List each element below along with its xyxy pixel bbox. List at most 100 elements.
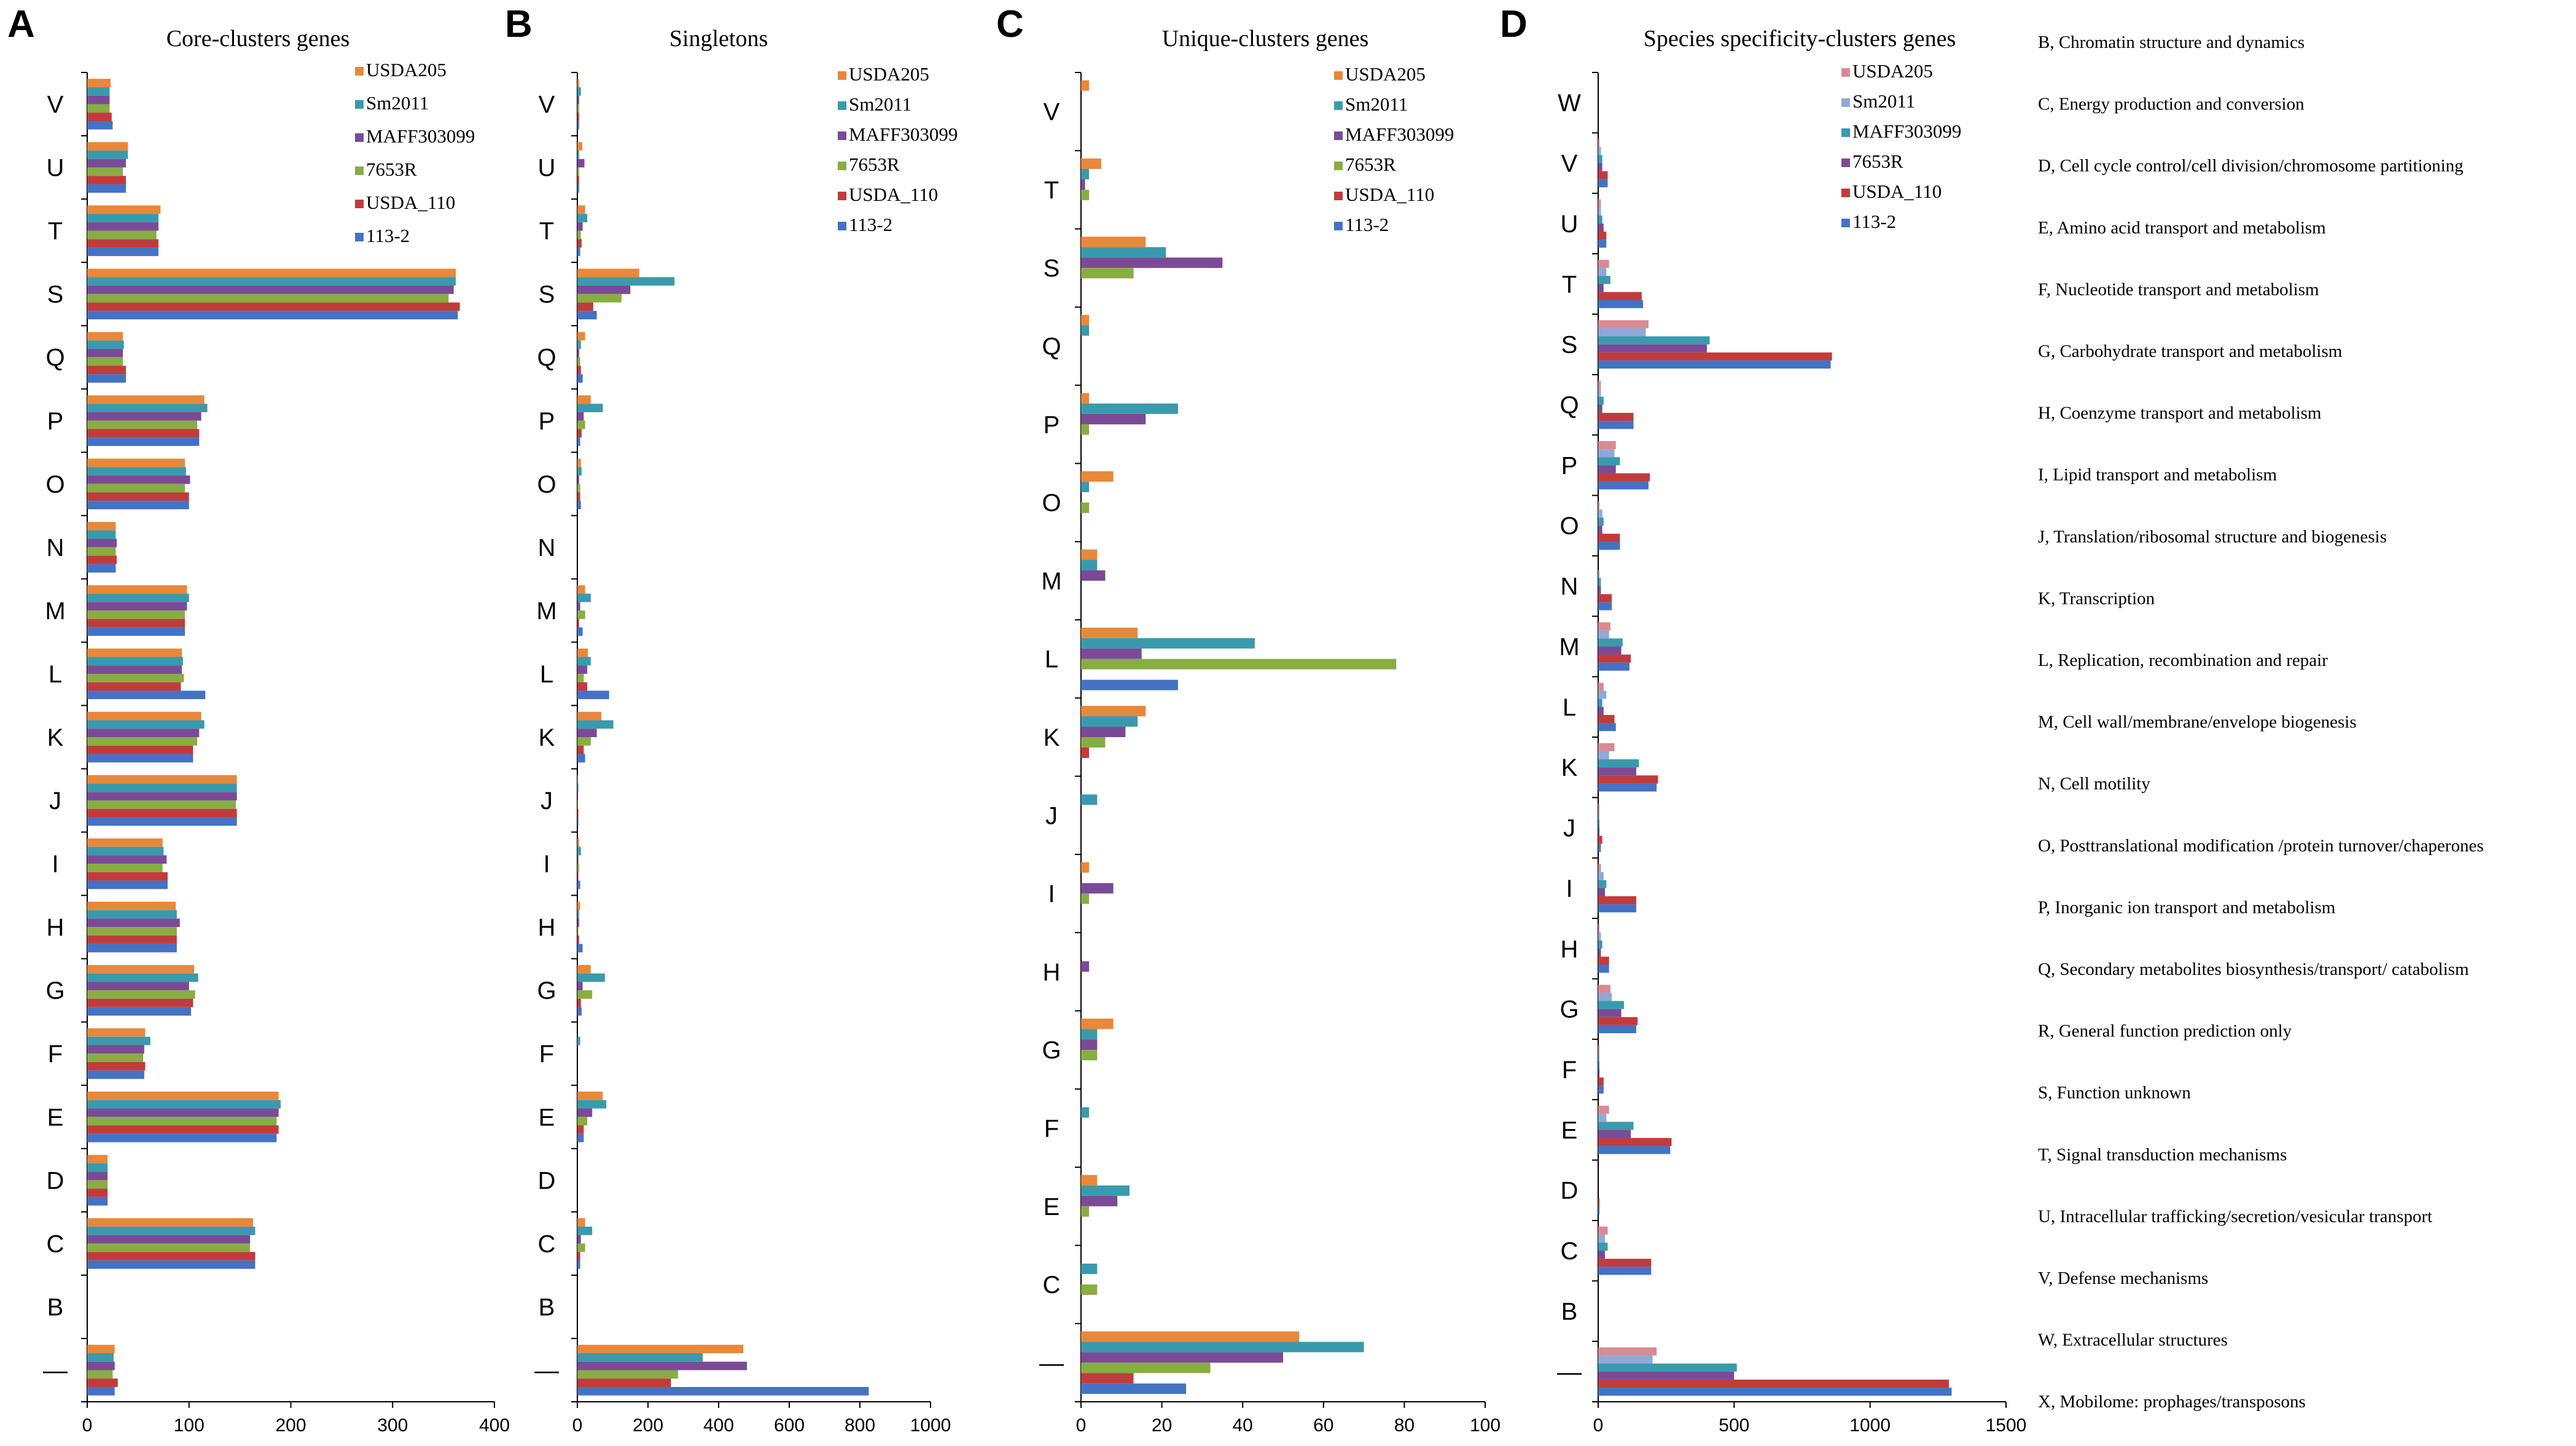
bar-usda-110-J xyxy=(87,808,237,818)
bar-sm2011-Q xyxy=(1081,325,1090,336)
bar-maff303099-K xyxy=(1598,759,1639,768)
bar-usda-110-— xyxy=(87,1378,118,1387)
category-label: K xyxy=(1044,724,1060,751)
bar-usda205-O xyxy=(87,458,185,467)
bar-7653r-V xyxy=(577,104,579,113)
bar-usda205-M xyxy=(1081,549,1098,560)
category-label: V xyxy=(539,92,555,119)
bar-usda205-S xyxy=(577,268,639,278)
category-label: G xyxy=(1042,1037,1061,1064)
bar-usda205-P xyxy=(1081,393,1090,404)
category-label: I xyxy=(52,851,58,878)
category-label: L xyxy=(49,661,62,688)
bar-113-2-H xyxy=(577,944,583,953)
bar-sm2011-G xyxy=(1598,993,1612,1001)
bar-113-2-N xyxy=(1598,602,1612,611)
bar-maff303099-G xyxy=(1598,1001,1625,1009)
x-tick-label: 600 xyxy=(774,1415,805,1436)
bar-usda205-F xyxy=(1598,1045,1600,1053)
legend-label: MAFF303099 xyxy=(1345,123,1454,145)
bar-usda-110-F xyxy=(87,1061,146,1071)
bar-113-2-P xyxy=(577,437,580,446)
category-label: V xyxy=(1044,99,1060,126)
bar-usda205-I xyxy=(1081,862,1090,873)
bar-usda205-T xyxy=(1081,158,1101,169)
bar-usda205-P xyxy=(1598,441,1616,450)
bar-113-2-I xyxy=(1598,904,1636,913)
bar-usda-110-P xyxy=(577,429,582,438)
bar-usda-110-— xyxy=(1081,1373,1134,1384)
bar-7653r-J xyxy=(577,800,579,809)
category-label: C xyxy=(47,1230,64,1257)
panel-letter-c: C xyxy=(996,3,1024,45)
category-label: Q xyxy=(537,345,556,372)
category-label: P xyxy=(539,408,555,435)
bar-113-2-P xyxy=(87,437,200,446)
bar-usda205-U xyxy=(87,142,128,151)
category-label: K xyxy=(1561,754,1578,781)
bar-maff303099-J xyxy=(577,792,579,801)
category-label: T xyxy=(539,218,554,245)
panel-title: Singletons xyxy=(669,26,768,52)
bar-usda-110-J xyxy=(1598,835,1602,844)
bar-maff303099-— xyxy=(1081,1352,1283,1363)
legend-swatch xyxy=(355,67,364,76)
bar-7653r-G xyxy=(1081,1050,1098,1061)
bar-maff303099-M xyxy=(87,602,187,611)
category-label: O xyxy=(537,471,556,498)
bar-sm2011-V xyxy=(1598,147,1601,155)
bar-usda-110-F xyxy=(1598,1077,1604,1086)
legend-swatch xyxy=(355,133,364,142)
category-label: D xyxy=(538,1167,556,1194)
bar-7653r-S xyxy=(577,294,622,303)
bar-usda205-L xyxy=(1598,682,1604,691)
legend-label: Sm2011 xyxy=(366,92,429,114)
x-tick-label: 200 xyxy=(275,1415,306,1436)
bar-usda205-I xyxy=(1598,864,1601,872)
bar-7653r-E xyxy=(577,1117,588,1126)
bar-7653r-O xyxy=(87,483,185,493)
category-label: J xyxy=(1045,802,1058,829)
x-tick-label: 800 xyxy=(845,1415,875,1436)
bar-maff303099-U xyxy=(577,158,585,168)
category-label: L xyxy=(540,661,553,688)
bar-113-2-M xyxy=(87,627,185,636)
bar-maff303099-O xyxy=(1598,517,1604,526)
cog-legend-item: B, Chromatin structure and dynamics xyxy=(2038,33,2305,52)
bar-usda205-M xyxy=(577,585,585,594)
bar-113-2-C xyxy=(87,1260,256,1269)
bar-usda205-E xyxy=(1598,1106,1609,1114)
cog-legend-item: V, Defense mechanisms xyxy=(2038,1268,2208,1288)
bar-usda-110-Q xyxy=(1598,413,1634,421)
bar-sm2011-J xyxy=(577,783,579,792)
bar-113-2-K xyxy=(87,754,193,763)
bar-maff303099-U xyxy=(1598,215,1602,224)
bar-7653r-N xyxy=(1598,586,1601,595)
bar-113-2-C xyxy=(577,1260,580,1269)
bar-7653r-O xyxy=(577,483,580,493)
bar-usda205-P xyxy=(87,395,205,404)
panel-title: Unique-clusters genes xyxy=(1162,26,1369,52)
bar-usda-110-I xyxy=(1598,896,1636,905)
x-tick-label: 400 xyxy=(479,1415,510,1436)
x-tick-label: 80 xyxy=(1394,1415,1415,1436)
bar-113-2-S xyxy=(87,311,458,319)
bar-7653r-L xyxy=(87,673,184,682)
bar-usda205-C xyxy=(577,1218,585,1227)
category-label: I xyxy=(1048,881,1055,908)
category-label: C xyxy=(1043,1272,1061,1299)
bar-7653r-P xyxy=(577,420,585,429)
x-tick-label: 1000 xyxy=(1849,1415,1891,1436)
bar-maff303099-T xyxy=(1081,179,1085,190)
category-label: F xyxy=(48,1041,63,1068)
category-label: B xyxy=(539,1294,555,1321)
bar-7653r-J xyxy=(1598,827,1600,836)
bar-maff303099-M xyxy=(1081,570,1106,581)
bar-113-2-J xyxy=(1598,843,1601,852)
bar-sm2011-S xyxy=(577,277,675,286)
bar-usda205-O xyxy=(1081,471,1114,482)
bar-7653r-M xyxy=(577,610,585,619)
bar-sm2011-H xyxy=(87,910,177,919)
